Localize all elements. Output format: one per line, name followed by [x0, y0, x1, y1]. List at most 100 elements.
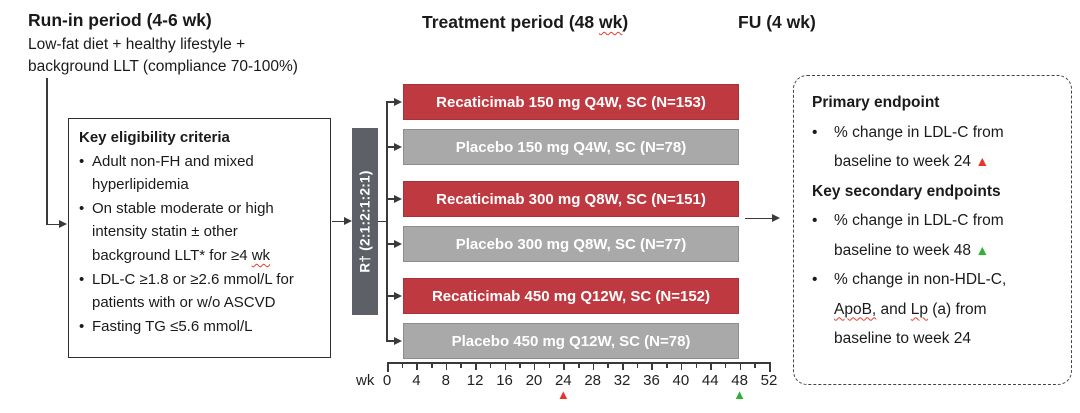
branch-line — [386, 243, 395, 245]
axis-tick — [592, 362, 595, 370]
arm-bar-placebo-150-q4w: Placebo 150 mg Q4W, SC (N=78) — [403, 129, 739, 165]
axis-minor-tick — [607, 362, 609, 368]
eligibility-to-randomization-line — [332, 220, 345, 222]
lp-misspell: Lp — [910, 300, 928, 318]
axis-tick — [563, 362, 565, 370]
branch-arrowhead-icon — [394, 97, 402, 106]
runin-period-title: Run-in period (4-6 wk) — [28, 10, 212, 30]
runin-arrow-vertical-line — [46, 78, 48, 225]
axis-tick-label: 0 — [382, 372, 392, 389]
primary-endpoint-title: Primary endpoint — [812, 94, 940, 111]
arm-bar-placebo-450-q12w: Placebo 450 mg Q12W, SC (N=78) — [403, 323, 739, 359]
endpoints-panel: Primary endpoint • % change in LDL-C fro… — [793, 75, 1072, 385]
secondary-endpoint-item: • % change in LDL-C from baseline to wee… — [812, 206, 1043, 265]
bullet-icon: • — [79, 317, 85, 335]
treatment-period-title: Treatment period (48 wk) — [422, 12, 629, 32]
branch-line — [386, 295, 395, 297]
axis-tick-label: 28 — [584, 372, 602, 389]
axis-tick — [475, 362, 477, 370]
axis-marker-triangle-icon: ▲ — [733, 387, 747, 402]
axis-minor-tick — [401, 362, 404, 368]
runin-arrow-horizontal-line — [46, 223, 60, 225]
eligibility-item: • Fasting TG ≤5.6 mmol/L — [79, 315, 316, 339]
axis-tick — [504, 362, 507, 370]
axis-tick-label: 40 — [672, 372, 690, 389]
arms-to-endpoints-arrowhead-icon — [772, 214, 780, 222]
treatment-title-wk-misspell: wk — [599, 12, 623, 32]
branch-arrowhead-icon — [394, 194, 402, 203]
secondary-endpoint-item: • % change in non-HDL-C, ApoB, and Lp (a… — [812, 265, 1043, 354]
axis-tick-label: 36 — [643, 372, 660, 389]
eligibility-list: • Adult non-FH and mixed hyperlipidemia … — [79, 150, 316, 339]
wk-misspell: wk — [251, 246, 271, 264]
axis-minor-tick — [519, 362, 521, 368]
bullet-icon: • — [79, 199, 85, 217]
eligibility-item: • Adult non-FH and mixed hyperlipidemia — [79, 150, 316, 197]
axis-tick — [710, 362, 712, 370]
bullet-icon: • — [812, 123, 818, 141]
branch-line — [386, 340, 395, 342]
runin-subtitle-line2: background LLT (compliance 70-100%) — [28, 58, 298, 75]
axis-minor-tick — [578, 362, 580, 368]
axis-tick-label: 20 — [525, 372, 543, 389]
primary-endpoint-item: • % change in LDL-C from baseline to wee… — [812, 118, 1043, 177]
followup-period-title: FU (4 wk) — [738, 12, 816, 32]
axis-minor-tick — [724, 362, 727, 368]
bullet-icon: • — [79, 270, 85, 288]
bullet-icon: • — [79, 152, 85, 170]
eligibility-to-randomization-arrowhead-icon — [344, 217, 352, 225]
axis-tick — [416, 362, 418, 370]
branch-line — [386, 198, 395, 200]
eligibility-item: • On stable moderate or high intensity s… — [79, 197, 316, 268]
arm-bar-placebo-300-q8w: Placebo 300 mg Q8W, SC (N=77) — [403, 226, 739, 262]
axis-minor-tick — [489, 362, 492, 368]
eligibility-item: • LDL-C ≥1.8 or ≥2.6 mmol/L for patients… — [79, 268, 316, 315]
eligibility-title: Key eligibility criteria — [79, 129, 230, 146]
week-axis: 0 4 8 12 16 20 24 28 32 36 40 44 48 52 ▲ ▲ — [383, 362, 777, 412]
axis-tick-label: 12 — [466, 372, 484, 389]
axis-tick — [445, 362, 448, 370]
axis-minor-tick — [666, 362, 668, 368]
axis-minor-tick — [695, 362, 698, 368]
green-triangle-icon: ▲ — [975, 241, 990, 258]
axis-minor-tick — [754, 362, 756, 368]
branch-line — [386, 146, 395, 148]
axis-tick — [622, 362, 624, 370]
axis-tick-label: 8 — [441, 372, 450, 389]
axis-tick-label: 48 — [731, 372, 748, 389]
branch-trunk-line — [386, 101, 388, 342]
eligibility-criteria-box: Key eligibility criteria • Adult non-FH … — [68, 118, 331, 358]
branch-arrowhead-icon — [394, 336, 402, 345]
axis-tick-label: 24 — [554, 372, 572, 389]
axis-tick-label: 16 — [496, 372, 513, 389]
apob-misspell: ApoB, — [834, 300, 877, 318]
branch-arrowhead-icon — [394, 239, 402, 248]
arm-bar-recaticimab-300-q8w: Recaticimab 300 mg Q8W, SC (N=151) — [403, 181, 739, 217]
randomization-trunk-connector — [378, 220, 387, 222]
arms-to-endpoints-line — [745, 217, 773, 219]
axis-tick — [680, 362, 683, 370]
axis-tick-label: 4 — [412, 372, 421, 389]
bullet-icon: • — [812, 212, 818, 229]
axis-tick — [533, 362, 536, 370]
randomization-box: R† (2:1:2:1:2:1) — [352, 128, 378, 315]
branch-arrowhead-icon — [394, 291, 402, 300]
axis-minor-tick — [636, 362, 639, 368]
branch-arrowhead-icon — [394, 142, 402, 151]
axis-minor-tick — [431, 362, 433, 368]
axis-minor-tick — [548, 362, 551, 368]
runin-arrowhead-icon — [59, 220, 67, 228]
arm-bar-recaticimab-150-q4w: Recaticimab 150 mg Q4W, SC (N=153) — [403, 84, 739, 120]
secondary-endpoints-title: Key secondary endpoints — [812, 182, 1001, 200]
axis-tick — [769, 362, 771, 372]
axis-tick — [387, 362, 389, 372]
axis-tick — [739, 362, 742, 370]
axis-marker-triangle-icon: ▲ — [556, 387, 570, 402]
arm-bar-recaticimab-450-q12w: Recaticimab 450 mg Q12W, SC (N=152) — [403, 278, 739, 314]
week-axis-unit-label: wk — [356, 372, 375, 389]
runin-subtitle-line1: Low-fat diet + healthy lifestyle + — [28, 36, 246, 53]
axis-tick — [651, 362, 653, 370]
randomization-ratio-label: R† (2:1:2:1:2:1) — [357, 170, 373, 273]
bullet-icon: • — [812, 271, 818, 288]
